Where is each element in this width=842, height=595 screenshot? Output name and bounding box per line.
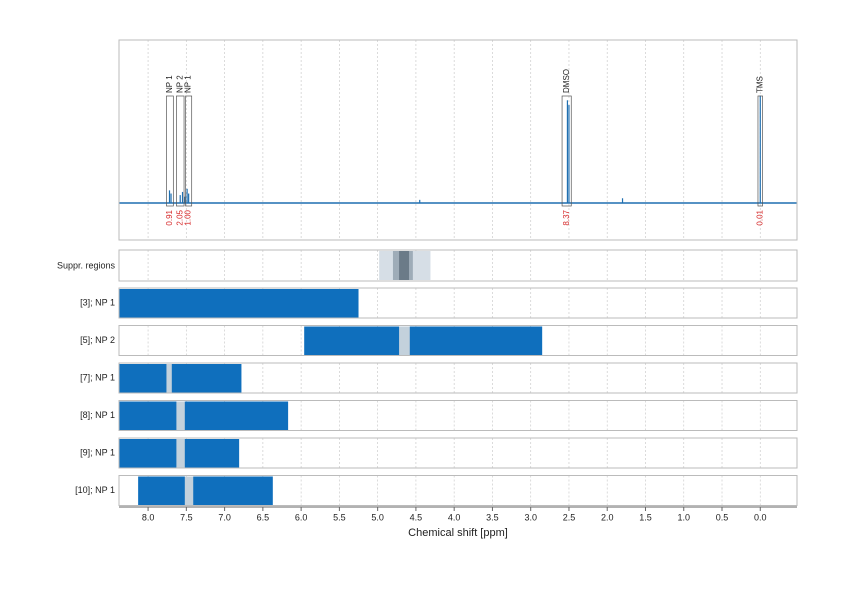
row-label: Suppr. regions: [57, 260, 116, 270]
region-gap: [176, 439, 185, 468]
region-gap: [399, 326, 410, 356]
x-tick-label: 3.0: [524, 512, 537, 522]
region-bar: [138, 476, 273, 506]
x-tick-label: 2.0: [601, 512, 614, 522]
x-tick-label: 4.5: [410, 512, 423, 522]
peak-box: [561, 95, 572, 207]
x-tick-label: 1.0: [677, 512, 690, 522]
x-tick-label: 8.0: [142, 512, 155, 522]
panel-frame: [118, 475, 798, 506]
x-tick-label: 0.5: [716, 512, 729, 522]
integral-label: 0.01: [755, 209, 764, 225]
x-tick-label: 5.5: [333, 512, 346, 522]
peak-label: NP 1: [184, 75, 193, 93]
region-gap: [166, 364, 172, 393]
region-bar: [119, 401, 289, 431]
x-tick-label: 1.5: [639, 512, 652, 522]
x-tick-label: 7.5: [180, 512, 193, 522]
row-label: [7]; NP 1: [80, 372, 115, 382]
panel-frame: [118, 400, 798, 431]
region-gap: [184, 476, 194, 506]
x-tick-label: 2.5: [563, 512, 576, 522]
peak-label: TMS: [755, 76, 764, 93]
panel-frame: [118, 325, 798, 356]
peak-label: NP 1: [165, 75, 174, 93]
peak-label: NP 2: [175, 75, 184, 93]
row-label: [10]; NP 1: [75, 485, 115, 495]
peak-box: [176, 95, 185, 207]
integral-label: 1.00: [184, 209, 193, 225]
integral-label: 0.91: [165, 209, 174, 225]
x-tick-label: 0.0: [754, 512, 767, 522]
integral-label: 2.05: [175, 209, 184, 225]
x-tick-label: 7.0: [218, 512, 231, 522]
x-tick-label: 4.0: [448, 512, 461, 522]
x-tick-label: 5.0: [371, 512, 384, 522]
panel-frame: [118, 39, 798, 241]
peak-label: DMSO: [562, 69, 571, 93]
peak-box: [757, 95, 763, 207]
x-axis-label: Chemical shift [ppm]: [408, 527, 508, 539]
row-label: [8]; NP 1: [80, 410, 115, 420]
peak-box: [166, 95, 174, 207]
panel-frame: [118, 287, 798, 319]
row-label: [3]; NP 1: [80, 297, 115, 307]
region-bar: [119, 364, 242, 393]
panel-frame: [118, 249, 798, 282]
panel-frame: [118, 362, 798, 394]
panel-frame: [118, 437, 798, 469]
row-label: [5]; NP 2: [80, 335, 115, 345]
x-tick-label: 6.5: [257, 512, 270, 522]
row-label: [9]; NP 1: [80, 447, 115, 457]
x-tick-label: 3.5: [486, 512, 499, 522]
integral-label: 8.37: [562, 209, 571, 225]
suppression-band: [399, 251, 410, 280]
region-bar: [304, 326, 543, 356]
region-bar: [119, 289, 359, 318]
region-gap: [176, 401, 185, 431]
x-tick-label: 6.0: [295, 512, 308, 522]
peak-box: [185, 95, 193, 207]
